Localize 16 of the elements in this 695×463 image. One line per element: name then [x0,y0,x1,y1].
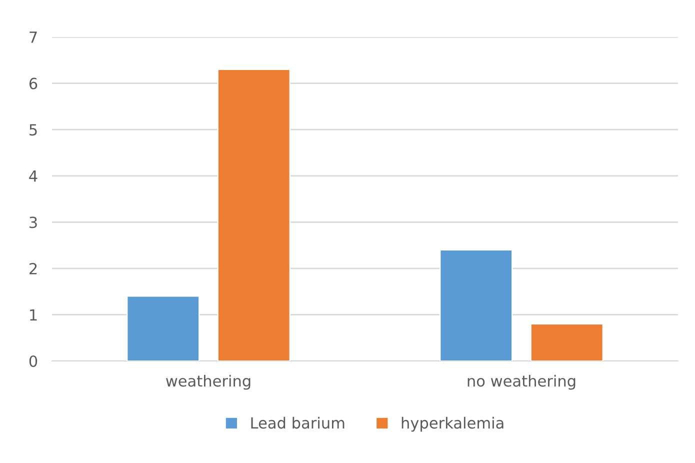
y-tick-label: 2 [30,262,37,274]
y-tick-label: 0 [29,355,38,368]
bar [126,296,200,361]
y-tick-label: 1 [30,309,37,321]
x-tick-label: weathering [166,374,250,390]
legend-label: hyperkalemia [402,416,504,432]
bar [217,68,290,361]
legend-label: Lead barium [251,416,344,429]
bar [530,323,604,361]
x-tick-label: no weathering [468,374,576,390]
y-tick-label: 4 [29,170,38,182]
y-tick-label: 7 [30,32,37,43]
bar [440,249,513,361]
y-tick-label: 3 [30,216,37,228]
y-tick-label: 5 [30,124,37,136]
y-tick-label: 6 [29,78,38,90]
